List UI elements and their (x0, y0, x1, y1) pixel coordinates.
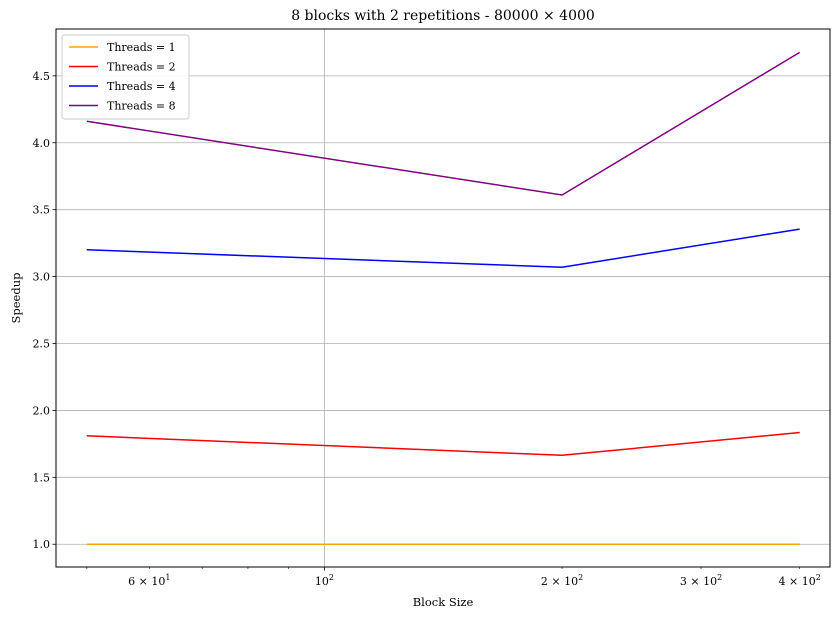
grid (56, 29, 830, 567)
series-line-3 (86, 228, 800, 268)
y-tick-label: 3.5 (33, 204, 51, 217)
y-tick-label: 4.0 (33, 137, 51, 150)
y-tick-label: 1.5 (33, 471, 51, 484)
y-tick-label: 4.5 (33, 70, 51, 83)
x-tick-label: 2 × 102 (541, 573, 583, 588)
x-tick-label: 4 × 102 (779, 573, 821, 588)
plot-area-frame (55, 28, 831, 568)
legend-entry: Threads = 4 (107, 80, 176, 93)
x-tick-label: 3 × 102 (680, 573, 722, 588)
y-tick-label: 2.5 (33, 338, 51, 351)
x-tick-label: 102 (315, 573, 334, 588)
axes: 1.0 1.5 2.0 2.5 3.0 3.5 4.0 4.5 6 × 101 102 2 × 10… (33, 70, 821, 588)
series-line-2 (86, 431, 800, 457)
chart-title: 8 blocks with 2 repetitions - 80000 × 40… (291, 8, 595, 24)
legend-entry: Threads = 2 (107, 61, 176, 74)
legend-box (61, 34, 190, 120)
x-tick-label: 6 × 101 (128, 573, 170, 588)
series-lines (86, 51, 801, 545)
y-tick-label: 3.0 (33, 271, 51, 284)
y-tick-label: 1.0 (33, 538, 51, 551)
legend-entry: Threads = 1 (107, 41, 176, 54)
legend-entry: Threads = 8 (107, 100, 176, 113)
legend: Threads = 1 Threads = 2 Threads = 4 Threads… (61, 34, 190, 120)
series-line-4 (86, 51, 801, 196)
y-axis-label: Speedup (9, 273, 23, 324)
x-axis-label: Block Size (413, 595, 474, 609)
y-tick-label: 2.0 (33, 404, 51, 417)
